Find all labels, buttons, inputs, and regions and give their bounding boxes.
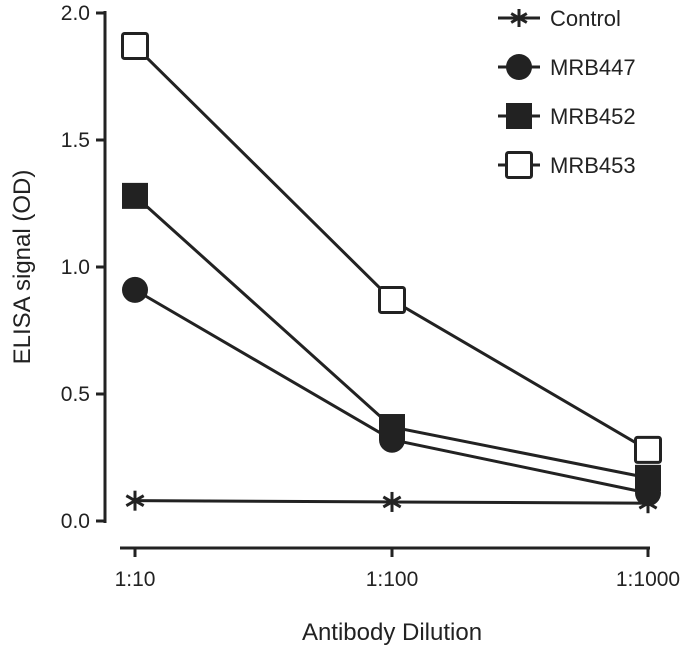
y-tick-label: 1.5 [61,129,90,152]
legend-label: MRB452 [550,104,636,129]
series-markers [121,32,662,514]
legend-label: Control [550,6,621,31]
data-point-mrb452 [379,414,405,441]
data-point-mrb452 [635,464,661,491]
x-axis-label: Antibody Dilution [302,619,482,646]
legend-item-mrb453: MRB453 [498,151,636,179]
data-point-control [382,491,402,512]
y-tick-label: 1.0 [61,256,90,279]
data-point-control [125,490,145,511]
legend-marker [505,151,533,179]
legend-marker [510,9,528,27]
x-tick-label: 1:10 [115,568,156,591]
x-tick-label: 1:100 [366,568,419,591]
legend-marker [506,54,532,80]
x-tick-label: 1:1000 [616,568,680,591]
data-point-mrb452 [122,182,148,209]
legend: Control MRB447 MRB452 MRB453 [498,6,636,179]
legend-label: MRB447 [550,55,636,80]
legend-item-control: Control [498,6,621,31]
legend-label: MRB453 [550,153,636,178]
asterisk-stroke [382,495,402,509]
data-point-mrb453 [634,435,662,464]
data-point-mrb453 [121,32,149,61]
y-tick-label: 0.0 [61,510,90,533]
y-axis-label: ELISA signal (OD) [9,170,36,365]
asterisk-stroke [125,494,145,507]
y-tick-label: 2.0 [61,2,90,25]
axes: 0.0 0.5 1.0 1.5 2.0 1:10 1:100 1:1000 [61,2,680,591]
data-point-mrb453 [378,286,406,315]
legend-marker [506,103,532,129]
data-point-mrb447 [122,276,148,303]
asterisk-stroke [510,12,528,24]
y-tick-label: 0.5 [61,383,90,406]
legend-item-mrb447: MRB447 [498,54,636,80]
legend-item-mrb452: MRB452 [498,103,636,129]
